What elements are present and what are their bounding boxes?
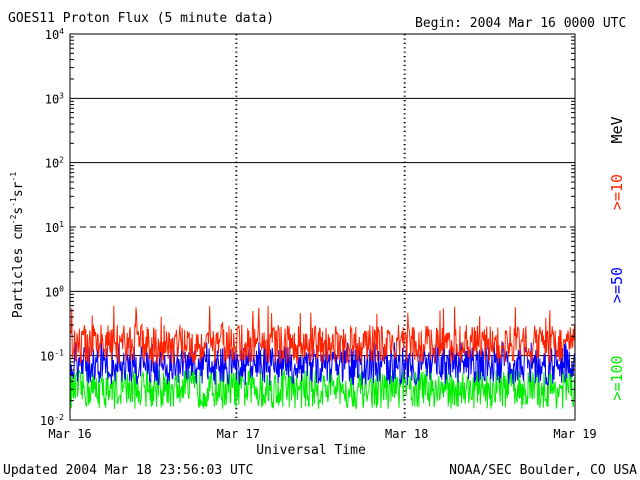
legend-label: >=10 <box>608 174 626 210</box>
credit-label: NOAA/SEC Boulder, CO USA <box>449 463 637 478</box>
x-tick-label: Mar 19 <box>553 427 596 441</box>
chart-title: GOES11 Proton Flux (5 minute data) <box>8 11 274 26</box>
legend-label: MeV <box>608 116 626 143</box>
y-tick-label: 10-2 <box>40 413 64 428</box>
y-tick-label: 102 <box>45 156 64 171</box>
x-tick-label: Mar 16 <box>48 427 91 441</box>
y-axis-label: Particles cm-2s-1sr-1 <box>9 172 26 319</box>
series-line <box>69 368 576 410</box>
x-tick-labels: Mar 16 Mar 17 Mar 18 Mar 19 <box>48 427 596 441</box>
y-tick-label: 10-1 <box>40 349 64 364</box>
series-line <box>69 305 576 365</box>
series-line <box>69 342 576 386</box>
y-tick-label: 101 <box>45 220 64 235</box>
updated-label: Updated 2004 Mar 18 23:56:03 UTC <box>3 463 253 478</box>
data-series <box>69 305 576 410</box>
y-tick-label: 100 <box>45 284 64 299</box>
legend-label: >=50 <box>608 267 626 303</box>
x-axis-label: Universal Time <box>256 443 366 458</box>
energy-legend: MeV >=10 >=50 >=100 <box>608 116 626 400</box>
begin-label: Begin: 2004 Mar 16 0000 UTC <box>415 16 626 31</box>
y-tick-labels: 10-2 10-1 100 101 102 103 104 <box>40 27 64 428</box>
y-tick-label: 104 <box>45 27 64 42</box>
x-tick-label: Mar 17 <box>217 427 260 441</box>
plot-border <box>69 33 576 421</box>
x-tick-label: Mar 18 <box>385 427 428 441</box>
y-tick-label: 103 <box>45 91 64 106</box>
plot-frame <box>69 33 576 421</box>
legend-label: >=100 <box>608 355 626 400</box>
